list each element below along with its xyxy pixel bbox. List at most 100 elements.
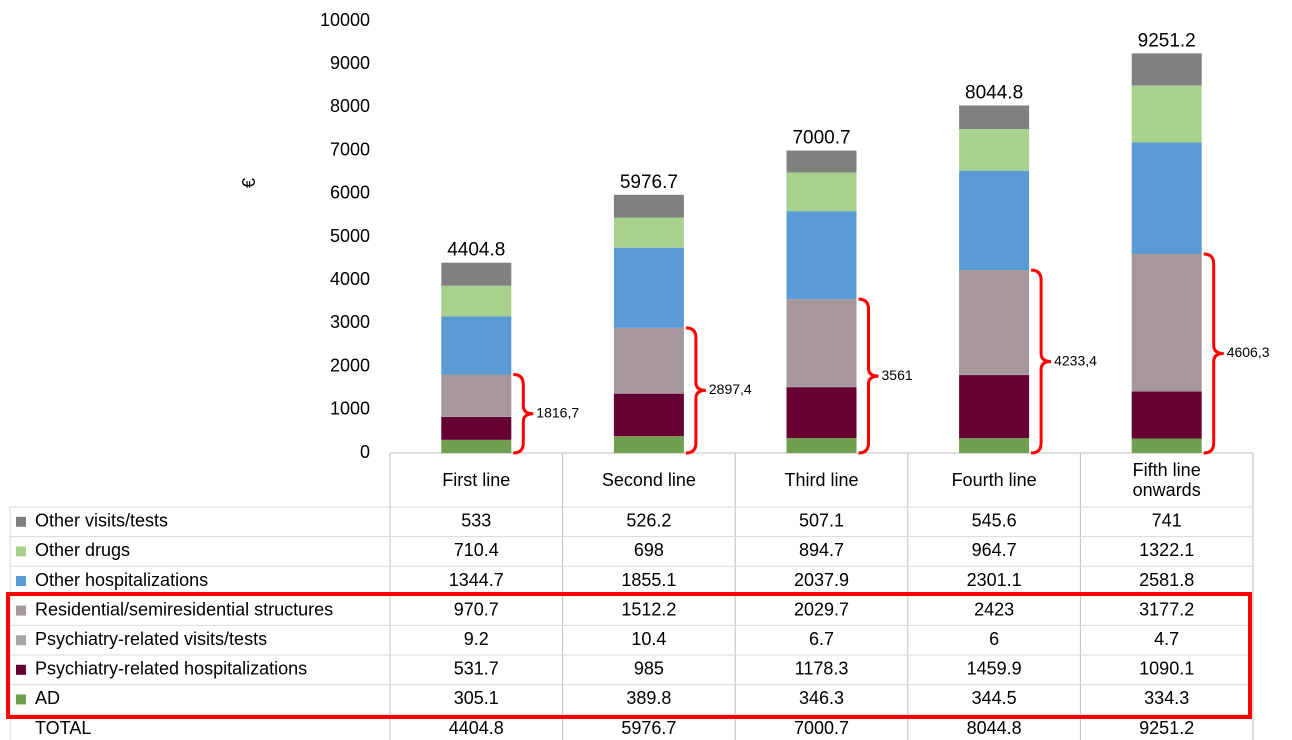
table-cell: 2581.8 [1139,570,1194,590]
x-tick-label: First line [442,470,511,490]
bar-segment [959,170,1030,271]
legend-swatch [16,605,26,616]
table-cell: 2029.7 [794,599,849,619]
brace-label: 4606,3 [1227,344,1270,360]
bar-segment [786,172,857,212]
table-cell: 1322.1 [1139,540,1194,560]
bar-segment [959,438,1030,453]
table-cell: 985 [634,659,664,679]
table-cell: 964.7 [972,540,1017,560]
legend-label: AD [35,688,60,708]
table-cell: 741 [1152,511,1182,531]
table-cell: 1512.2 [621,599,676,619]
table-cell: 2423 [974,599,1014,619]
brace [685,326,706,455]
brace [1203,252,1224,455]
table-cell: 10.4 [631,629,666,649]
legend-swatch [16,635,26,646]
table-cell: 710.4 [454,540,499,560]
bar-segment [441,316,512,375]
bar-segment [613,247,684,328]
table-cell: 507.1 [799,511,844,531]
table-cell: 1178.3 [795,659,849,679]
bar-segment [1131,85,1202,143]
table-cell: 698 [634,540,664,560]
total-label: 7000.7 [792,128,850,149]
bar-segment [1131,142,1202,255]
y-tick-label: 10000 [320,10,370,30]
legend-label: Other visits/tests [35,511,168,531]
y-tick-label: 9000 [330,53,370,73]
table-cell: 545.6 [972,511,1017,531]
y-tick-label: 1000 [330,399,370,419]
x-tick-label: Fourth line [951,470,1037,490]
legend-label: Other drugs [35,540,130,560]
table-cell: 8044.8 [967,718,1022,738]
brace-label: 3561 [882,367,913,383]
bar-segment [959,270,1030,375]
bar-segment [613,436,684,453]
table-cell: 970.7 [454,599,499,619]
y-tick-label: 7000 [330,139,370,159]
bar-segment [786,438,857,453]
brace [513,373,534,455]
y-tick-label: 0 [360,442,370,462]
brace [1031,268,1052,455]
table-cell: 3177.2 [1139,599,1194,619]
y-tick-label: 8000 [330,96,370,116]
bar-segment [613,217,684,248]
legend-label: Other hospitalizations [35,570,208,590]
table-cell: 344.5 [972,688,1017,708]
bar-segment [613,393,684,437]
y-tick-label: 5000 [330,226,370,246]
bar-segment [786,211,857,300]
table-cell: 1344.7 [449,570,504,590]
legend-label: Psychiatry-related hospitalizations [35,659,307,679]
table-cell: 9.2 [464,629,489,649]
table-cell: 5976.7 [621,718,676,738]
table-cell: 1459.9 [967,659,1022,679]
bar-segment [441,374,512,417]
bar-segment [786,387,857,439]
legend-swatch [16,516,26,527]
table-cell: 526.2 [626,511,671,531]
table-cell: 894.7 [799,540,844,560]
table-cell: 346.3 [799,688,844,708]
y-tick-label: 3000 [330,312,370,332]
total-label: 9251.2 [1138,30,1196,51]
bar-segment [1131,438,1202,453]
x-tick-label: Third line [784,470,859,490]
table-cell: 334.3 [1144,688,1189,708]
bar-segment [441,285,512,317]
table-cell: 2037.9 [794,570,849,590]
x-tick-label: Fifth line onwards [1132,460,1201,500]
brace-label: 4233,4 [1054,352,1097,368]
total-label: 8044.8 [965,82,1023,103]
bar-segment [1131,254,1202,392]
legend-swatch [16,576,26,586]
table-cell: 7000.7 [794,718,849,738]
bar-segment [1131,53,1202,86]
bar-segment [786,299,857,387]
table-cell: 389.8 [626,688,671,708]
highlight-box [6,592,1252,719]
bar-segment [786,150,857,173]
total-label: 5976.7 [620,172,678,193]
legend-swatch [16,546,26,557]
legend-label: Residential/semiresidential structures [35,599,333,619]
bar-segment [441,439,512,453]
table-cell: 533 [461,511,491,531]
bar-segment [959,375,1030,439]
table-cell: 531.7 [454,659,499,679]
brace [858,297,879,455]
y-tick-label: 2000 [330,355,370,375]
bar-segment [959,105,1030,130]
bar-segment [1131,391,1202,439]
table-cell: 305.1 [454,688,499,708]
bar-segment [441,262,512,286]
legend-swatch [16,694,26,705]
table-cell: 6 [989,629,999,649]
bar-segment [613,327,684,394]
